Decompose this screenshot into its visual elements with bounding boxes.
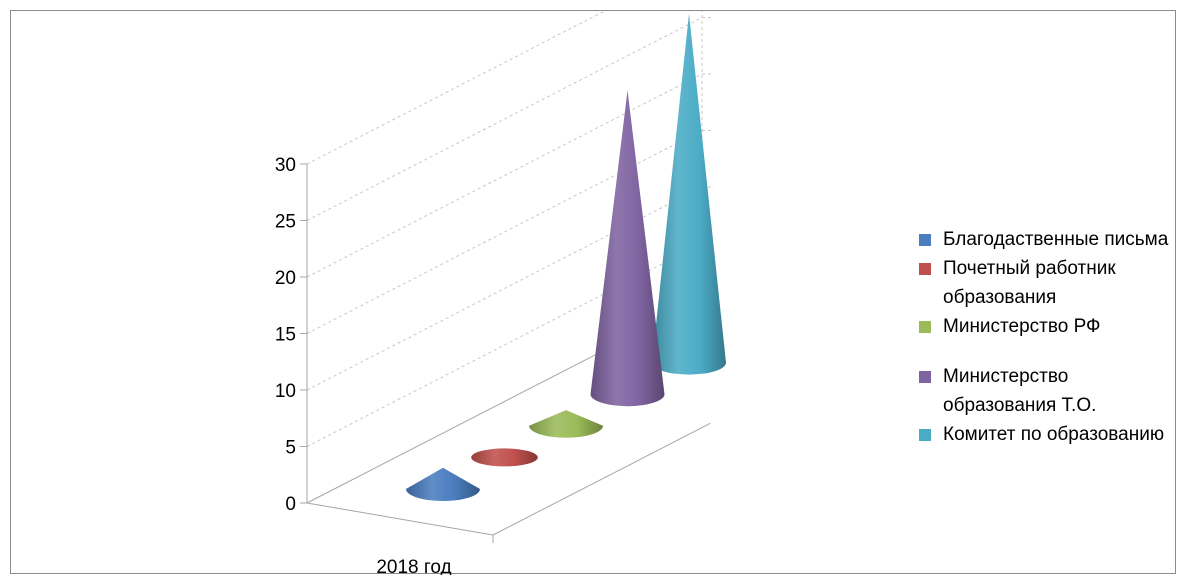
chart-plot: 0 5 10 15 20 25 30 2018 год bbox=[275, 11, 726, 575]
y-tick-label: 5 bbox=[285, 438, 296, 459]
legend-label: Комитет по образованию bbox=[943, 424, 1165, 445]
y-tick-label: 15 bbox=[275, 325, 296, 346]
cone-mark bbox=[590, 90, 665, 407]
legend-swatch bbox=[919, 234, 931, 246]
gridline bbox=[306, 73, 703, 278]
y-tick-label: 10 bbox=[275, 381, 296, 402]
legend-swatch bbox=[919, 429, 931, 441]
cone-mark bbox=[471, 448, 538, 467]
legend-label: Министерство РФ bbox=[943, 316, 1101, 337]
cone-mark bbox=[406, 467, 480, 501]
legend-item: Комитет по образованию bbox=[919, 420, 1179, 449]
legend-swatch bbox=[919, 263, 931, 275]
cone-mark bbox=[652, 13, 726, 375]
y-tick-label: 25 bbox=[275, 212, 296, 233]
legend-item: Благодаственные письма bbox=[919, 225, 1179, 254]
gridline bbox=[306, 11, 606, 165]
y-tick-label: 20 bbox=[275, 268, 296, 289]
y-tick-label: 0 bbox=[285, 494, 296, 515]
gridline bbox=[306, 243, 703, 447]
chart-area: 0 5 10 15 20 25 30 2018 год Благодаственные пи… bbox=[10, 10, 1179, 575]
x-tick-label: 2018 год bbox=[376, 557, 451, 575]
legend-swatch bbox=[919, 321, 931, 333]
gridline bbox=[306, 130, 703, 334]
legend-label: Министерство образования Т.О. bbox=[943, 366, 1097, 416]
y-tick-label: 30 bbox=[275, 155, 296, 176]
chart-series bbox=[406, 13, 726, 501]
y-axis: 0 5 10 15 20 25 30 bbox=[275, 155, 307, 515]
legend-label: Благодаственные письма bbox=[943, 229, 1169, 250]
legend: Благодаственные письма Почетный работник… bbox=[919, 225, 1179, 449]
cone-mark bbox=[529, 410, 603, 438]
legend-item: Министерство образования Т.О. bbox=[919, 362, 1179, 420]
legend-item: Почетный работник образования bbox=[919, 254, 1179, 312]
gridline bbox=[306, 186, 703, 391]
legend-swatch bbox=[919, 371, 931, 383]
legend-label: Почетный работник образования bbox=[943, 258, 1116, 308]
gridline bbox=[306, 17, 703, 221]
legend-item: Министерство РФ bbox=[919, 312, 1179, 341]
